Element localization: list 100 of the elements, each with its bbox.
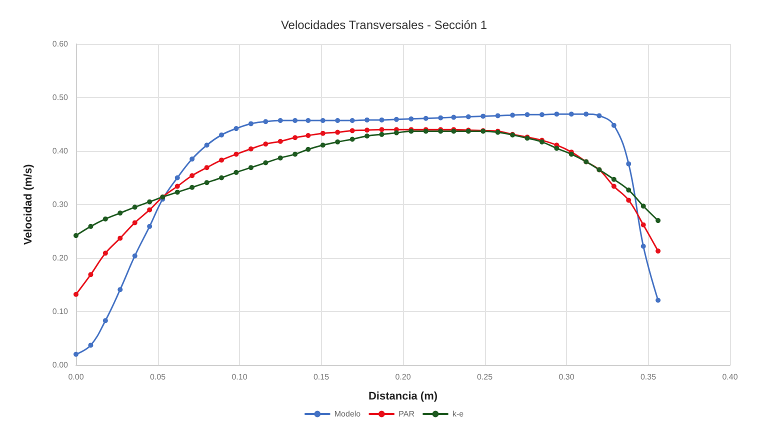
x-tick-label: 0.20 (395, 372, 412, 382)
point (423, 116, 428, 121)
point (234, 152, 239, 157)
point (234, 170, 239, 175)
point (132, 253, 138, 258)
point (626, 198, 632, 203)
point (102, 318, 108, 324)
point (248, 146, 254, 152)
y-tick-label: 0.30 (52, 200, 69, 209)
point (74, 292, 78, 297)
point (656, 218, 661, 224)
point (190, 156, 195, 162)
point (394, 130, 399, 136)
point (88, 342, 94, 348)
point (204, 165, 210, 170)
point (190, 184, 195, 190)
point (132, 204, 138, 210)
y-tick-label: 0.60 (52, 40, 69, 48)
point (364, 128, 370, 133)
point (350, 118, 355, 124)
point (118, 236, 123, 241)
point (350, 128, 355, 134)
point (74, 352, 78, 357)
point (190, 173, 195, 178)
point (102, 216, 108, 222)
point (234, 126, 239, 132)
y-tick-label: 0.50 (52, 93, 69, 102)
point (204, 180, 210, 186)
point (350, 136, 355, 142)
point (278, 118, 283, 124)
x-tick-label: 0.35 (640, 372, 657, 382)
legend-label: k-e (452, 410, 464, 418)
point (118, 210, 123, 216)
point (335, 130, 340, 135)
point (292, 135, 298, 140)
point (656, 248, 661, 254)
point (611, 176, 616, 182)
point (379, 117, 384, 122)
point (568, 112, 574, 117)
point (539, 112, 544, 118)
point (132, 220, 138, 226)
point (278, 155, 283, 160)
legend-label: PAR (398, 410, 415, 418)
point (554, 112, 560, 117)
point (554, 146, 560, 151)
point (306, 118, 311, 124)
point (306, 146, 311, 152)
y-tick-label: 0.10 (52, 307, 69, 316)
point (219, 158, 224, 163)
x-tick-label: 0.05 (150, 372, 166, 382)
point (379, 132, 384, 137)
point (451, 114, 456, 120)
point (263, 142, 268, 147)
point (584, 112, 589, 117)
point (174, 184, 180, 189)
point (510, 112, 516, 118)
point (408, 116, 414, 122)
point (524, 112, 530, 118)
point (174, 190, 180, 195)
point (118, 287, 123, 292)
point (364, 134, 370, 139)
point (640, 222, 646, 228)
x-tick-label: 0.30 (558, 372, 575, 382)
x-tick-label: 0.25 (476, 372, 494, 382)
y-axis-title: Velocidad (m/s) (22, 164, 34, 245)
point (147, 207, 152, 212)
point (611, 184, 616, 189)
point (219, 132, 224, 138)
point (102, 250, 108, 256)
x-axis-title: Distancia (m) (368, 390, 438, 402)
point (88, 224, 94, 229)
point (204, 142, 210, 148)
point (626, 188, 632, 193)
point (292, 118, 298, 124)
point (640, 244, 646, 249)
point (248, 165, 254, 170)
point (74, 233, 78, 238)
point (480, 114, 486, 119)
point (626, 161, 632, 166)
point (335, 118, 340, 124)
legend-label: Modelo (334, 410, 362, 418)
chart-title: Velocidades Transversales - Sección 1 (280, 18, 488, 32)
point (263, 119, 268, 124)
point (640, 204, 646, 209)
point (656, 298, 661, 303)
y-tick-label: 0.40 (52, 146, 69, 156)
point (320, 142, 326, 148)
point (379, 127, 384, 132)
point (219, 175, 224, 180)
point (364, 117, 370, 122)
x-tick-label: 0.10 (232, 372, 248, 382)
x-tick-label: 0.40 (722, 372, 738, 382)
point (174, 175, 180, 180)
point (292, 152, 298, 157)
x-tick-label: 0.15 (313, 372, 330, 382)
point (320, 118, 326, 124)
point (88, 272, 94, 278)
point (248, 121, 254, 126)
point (438, 115, 444, 120)
point (611, 122, 616, 128)
